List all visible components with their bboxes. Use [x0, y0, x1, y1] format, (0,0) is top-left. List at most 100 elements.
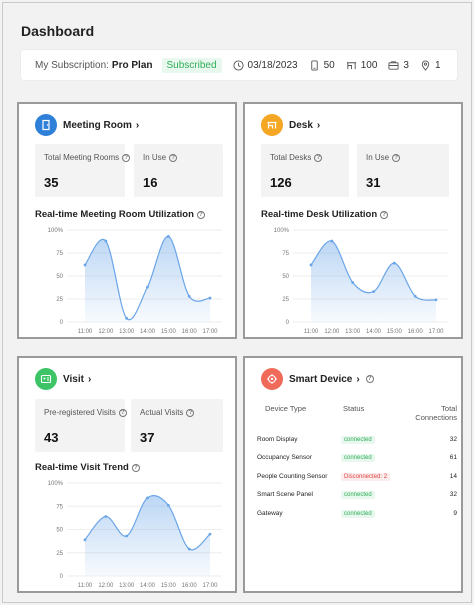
meta-phones-value: 50: [323, 59, 335, 71]
total-desks-label: Total Desks: [270, 153, 312, 162]
help-icon[interactable]: ?: [186, 408, 195, 417]
device-table-header: Device Type Status Total Connections: [257, 404, 457, 422]
help-icon[interactable]: ?: [169, 153, 178, 162]
total-meeting-rooms-value: 35: [44, 175, 59, 190]
phone-icon: [310, 59, 318, 71]
total-meeting-rooms-stat: Total Meeting Rooms? 35: [35, 144, 131, 197]
meeting-chart-title-text: Real-time Meeting Room Utilization: [35, 209, 194, 220]
x-tick-label: 12:00: [98, 583, 114, 589]
meeting-in-use-value: 16: [143, 175, 158, 190]
desk-in-use-value: 31: [366, 175, 381, 190]
data-point: [125, 316, 129, 320]
subscription-bar: My Subscription: Pro Plan Subscribed 03/…: [21, 50, 457, 80]
data-point: [330, 239, 334, 243]
series-area: [85, 236, 210, 322]
meeting-room-icon: [35, 114, 57, 136]
data-point: [125, 534, 129, 538]
table-row: Gateway connected 9: [257, 504, 457, 523]
x-tick-label: 12:00: [324, 329, 340, 335]
chevron-right-icon: ›: [87, 373, 92, 385]
help-icon[interactable]: ?: [314, 153, 323, 162]
data-point: [104, 515, 108, 518]
device-type: Gateway: [257, 509, 283, 517]
meta-date-value: 03/18/2023: [247, 59, 298, 71]
meeting-room-link[interactable]: Meeting Room ›: [35, 114, 139, 136]
smart-device-icon: [261, 368, 283, 390]
actual-visits-value: 37: [140, 430, 155, 445]
desk-utilization-chart: 0 25 50 75 100% 11:00 12:00 13:00 14:00 15:00 16:0…: [274, 228, 448, 335]
visit-title: Visit: [63, 373, 84, 385]
device-type: Room Display: [257, 435, 298, 443]
y-tick-label: 25: [56, 297, 63, 303]
device-type: People Counting Sensor: [257, 472, 328, 480]
help-icon[interactable]: ?: [122, 153, 131, 162]
pre-registered-visits-stat: Pre-registered Visits? 43: [35, 399, 127, 452]
meta-desks-value: 100: [360, 59, 378, 71]
y-tick-label: 0: [60, 574, 64, 580]
pre-registered-visits-value: 43: [44, 430, 59, 445]
data-point: [208, 296, 212, 300]
chevron-right-icon: ›: [356, 373, 360, 385]
data-point: [351, 281, 355, 284]
visit-trend-chart: 0 25 50 75 100% 11:00 12:00 13:00 14:00 15:00 16:0…: [48, 481, 222, 589]
chevron-right-icon: ›: [135, 119, 140, 131]
data-point: [83, 538, 87, 542]
meta-locations-value: 1: [434, 59, 441, 71]
visit-link[interactable]: Visit ›: [35, 368, 91, 390]
meeting-chart-title: Real-time Meeting Room Utilization?: [35, 209, 205, 220]
y-tick-label: 50: [56, 528, 63, 534]
data-point: [83, 263, 87, 267]
meta-locations: 1: [420, 60, 441, 71]
help-icon[interactable]: ?: [380, 210, 389, 219]
status-badge: connected: [341, 491, 375, 500]
help-icon[interactable]: ?: [131, 463, 140, 472]
help-icon[interactable]: ?: [392, 153, 401, 162]
meta-rooms-value: 3: [403, 59, 409, 71]
desk-chart-title: Real-time Desk Utilization?: [261, 209, 389, 220]
x-tick-label: 14:00: [366, 329, 382, 335]
chevron-right-icon: ›: [316, 119, 321, 131]
meta-phones: 50: [309, 60, 335, 71]
subscription-label: My Subscription:: [35, 59, 109, 71]
desk-icon: [346, 61, 356, 69]
x-tick-label: 14:00: [140, 583, 156, 589]
smart-device-link[interactable]: Smart Device › ?: [261, 368, 374, 390]
x-tick-label: 17:00: [428, 329, 444, 335]
y-tick-label: 100%: [48, 481, 64, 487]
desk-chart-title-text: Real-time Desk Utilization: [261, 209, 378, 220]
page-title: Dashboard: [21, 23, 95, 39]
desk-link[interactable]: Desk ›: [261, 114, 320, 136]
actual-visits-label: Actual Visits: [140, 408, 184, 417]
table-row: Occupancy Sensor connected 61: [257, 449, 457, 468]
data-point: [208, 532, 212, 536]
x-tick-label: 13:00: [119, 583, 135, 589]
help-icon[interactable]: ?: [365, 375, 374, 383]
status-header: Status: [343, 404, 365, 413]
meta-rooms: 3: [388, 60, 409, 71]
briefcase-icon: [388, 60, 399, 70]
data-point: [187, 547, 191, 551]
connections-header: Total Connections: [415, 404, 457, 422]
subscription-plan: Pro Plan: [111, 59, 153, 71]
desk-in-use-stat: In Use? 31: [357, 144, 449, 197]
meta-desks: 100: [346, 59, 378, 71]
data-point: [413, 294, 417, 298]
y-tick-label: 0: [60, 320, 64, 326]
data-point: [166, 235, 170, 238]
y-tick-label: 75: [282, 251, 289, 257]
status-badge: Disconnected: 2: [341, 472, 391, 481]
help-icon[interactable]: ?: [196, 210, 205, 219]
desk-icon: [261, 114, 283, 136]
x-tick-label: 15:00: [161, 583, 177, 589]
x-tick-label: 17:00: [202, 583, 218, 589]
visit-card: Visit › Pre-registered Visits? 43 Actual…: [17, 356, 237, 593]
connection-count: 61: [449, 454, 457, 462]
data-point: [372, 290, 375, 294]
device-table: Device Type Status Total Connections Roo…: [257, 404, 457, 523]
y-tick-label: 25: [282, 297, 289, 303]
help-icon[interactable]: ?: [118, 408, 127, 417]
visit-chart-title-text: Real-time Visit Trend: [35, 462, 129, 473]
connection-count: 32: [449, 435, 457, 443]
meeting-room-card: Meeting Room › Total Meeting Rooms? 35 I…: [17, 102, 237, 339]
